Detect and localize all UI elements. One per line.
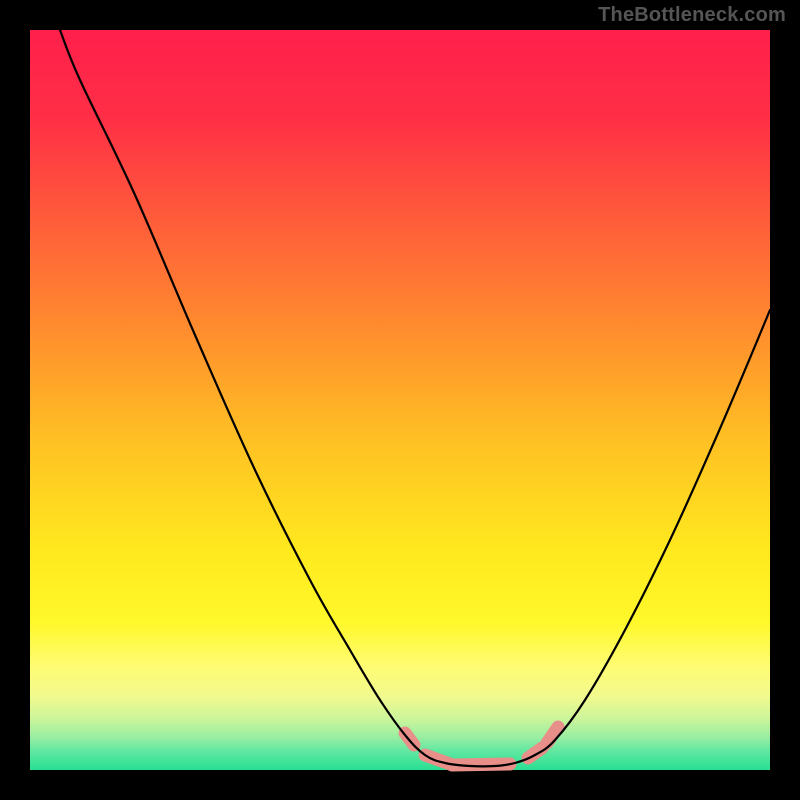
plot-background bbox=[0, 0, 800, 800]
frame-left bbox=[0, 0, 30, 800]
chart-canvas: TheBottleneck.com bbox=[0, 0, 800, 800]
watermark-text: TheBottleneck.com bbox=[598, 4, 786, 27]
frame-bottom bbox=[0, 770, 800, 800]
plot-area-rect bbox=[30, 30, 770, 770]
frame-right bbox=[770, 0, 800, 800]
